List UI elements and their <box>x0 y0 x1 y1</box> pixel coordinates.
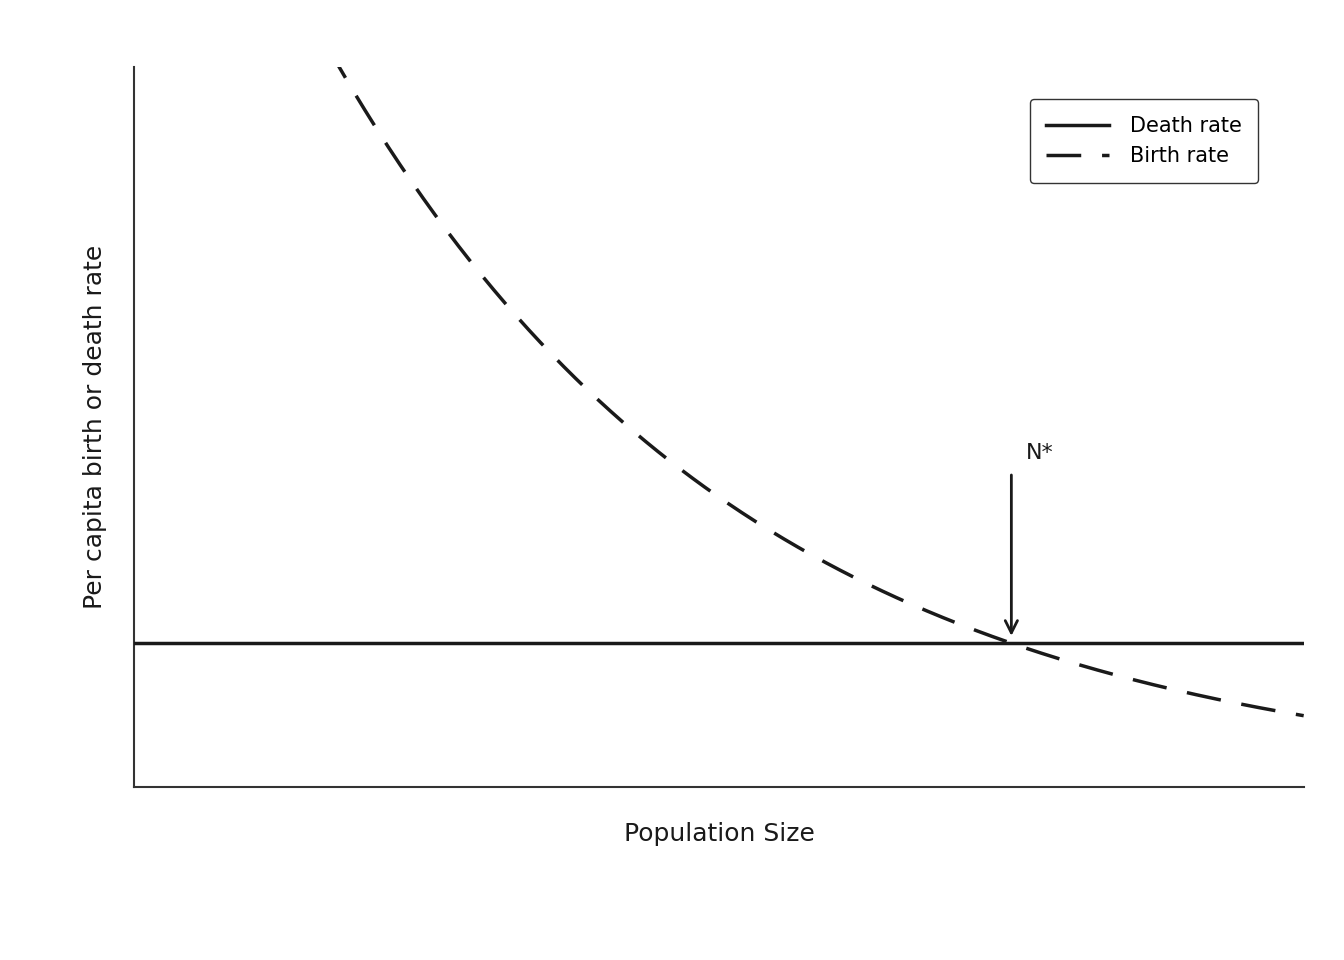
Text: N*: N* <box>1025 444 1054 463</box>
X-axis label: Population Size: Population Size <box>624 822 814 846</box>
Legend: Death rate, Birth rate: Death rate, Birth rate <box>1030 99 1258 183</box>
Y-axis label: Per capita birth or death rate: Per capita birth or death rate <box>82 245 106 610</box>
